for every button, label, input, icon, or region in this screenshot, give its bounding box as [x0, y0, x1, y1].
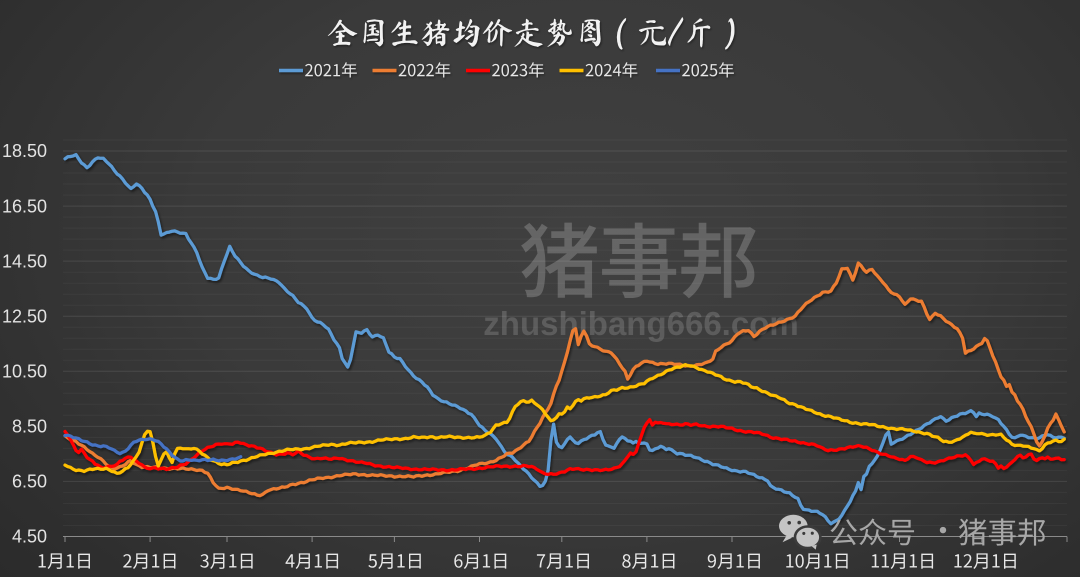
svg-text:6.50: 6.50: [12, 472, 47, 492]
svg-text:14.50: 14.50: [2, 251, 47, 271]
svg-text:12.50: 12.50: [2, 306, 47, 326]
svg-text:4.50: 4.50: [12, 527, 47, 547]
svg-text:18.50: 18.50: [2, 141, 47, 161]
svg-text:16.50: 16.50: [2, 196, 47, 216]
svg-text:8.50: 8.50: [12, 417, 47, 437]
svg-text:zhushibang666.com: zhushibang666.com: [483, 305, 798, 342]
svg-text:10.50: 10.50: [2, 362, 47, 382]
